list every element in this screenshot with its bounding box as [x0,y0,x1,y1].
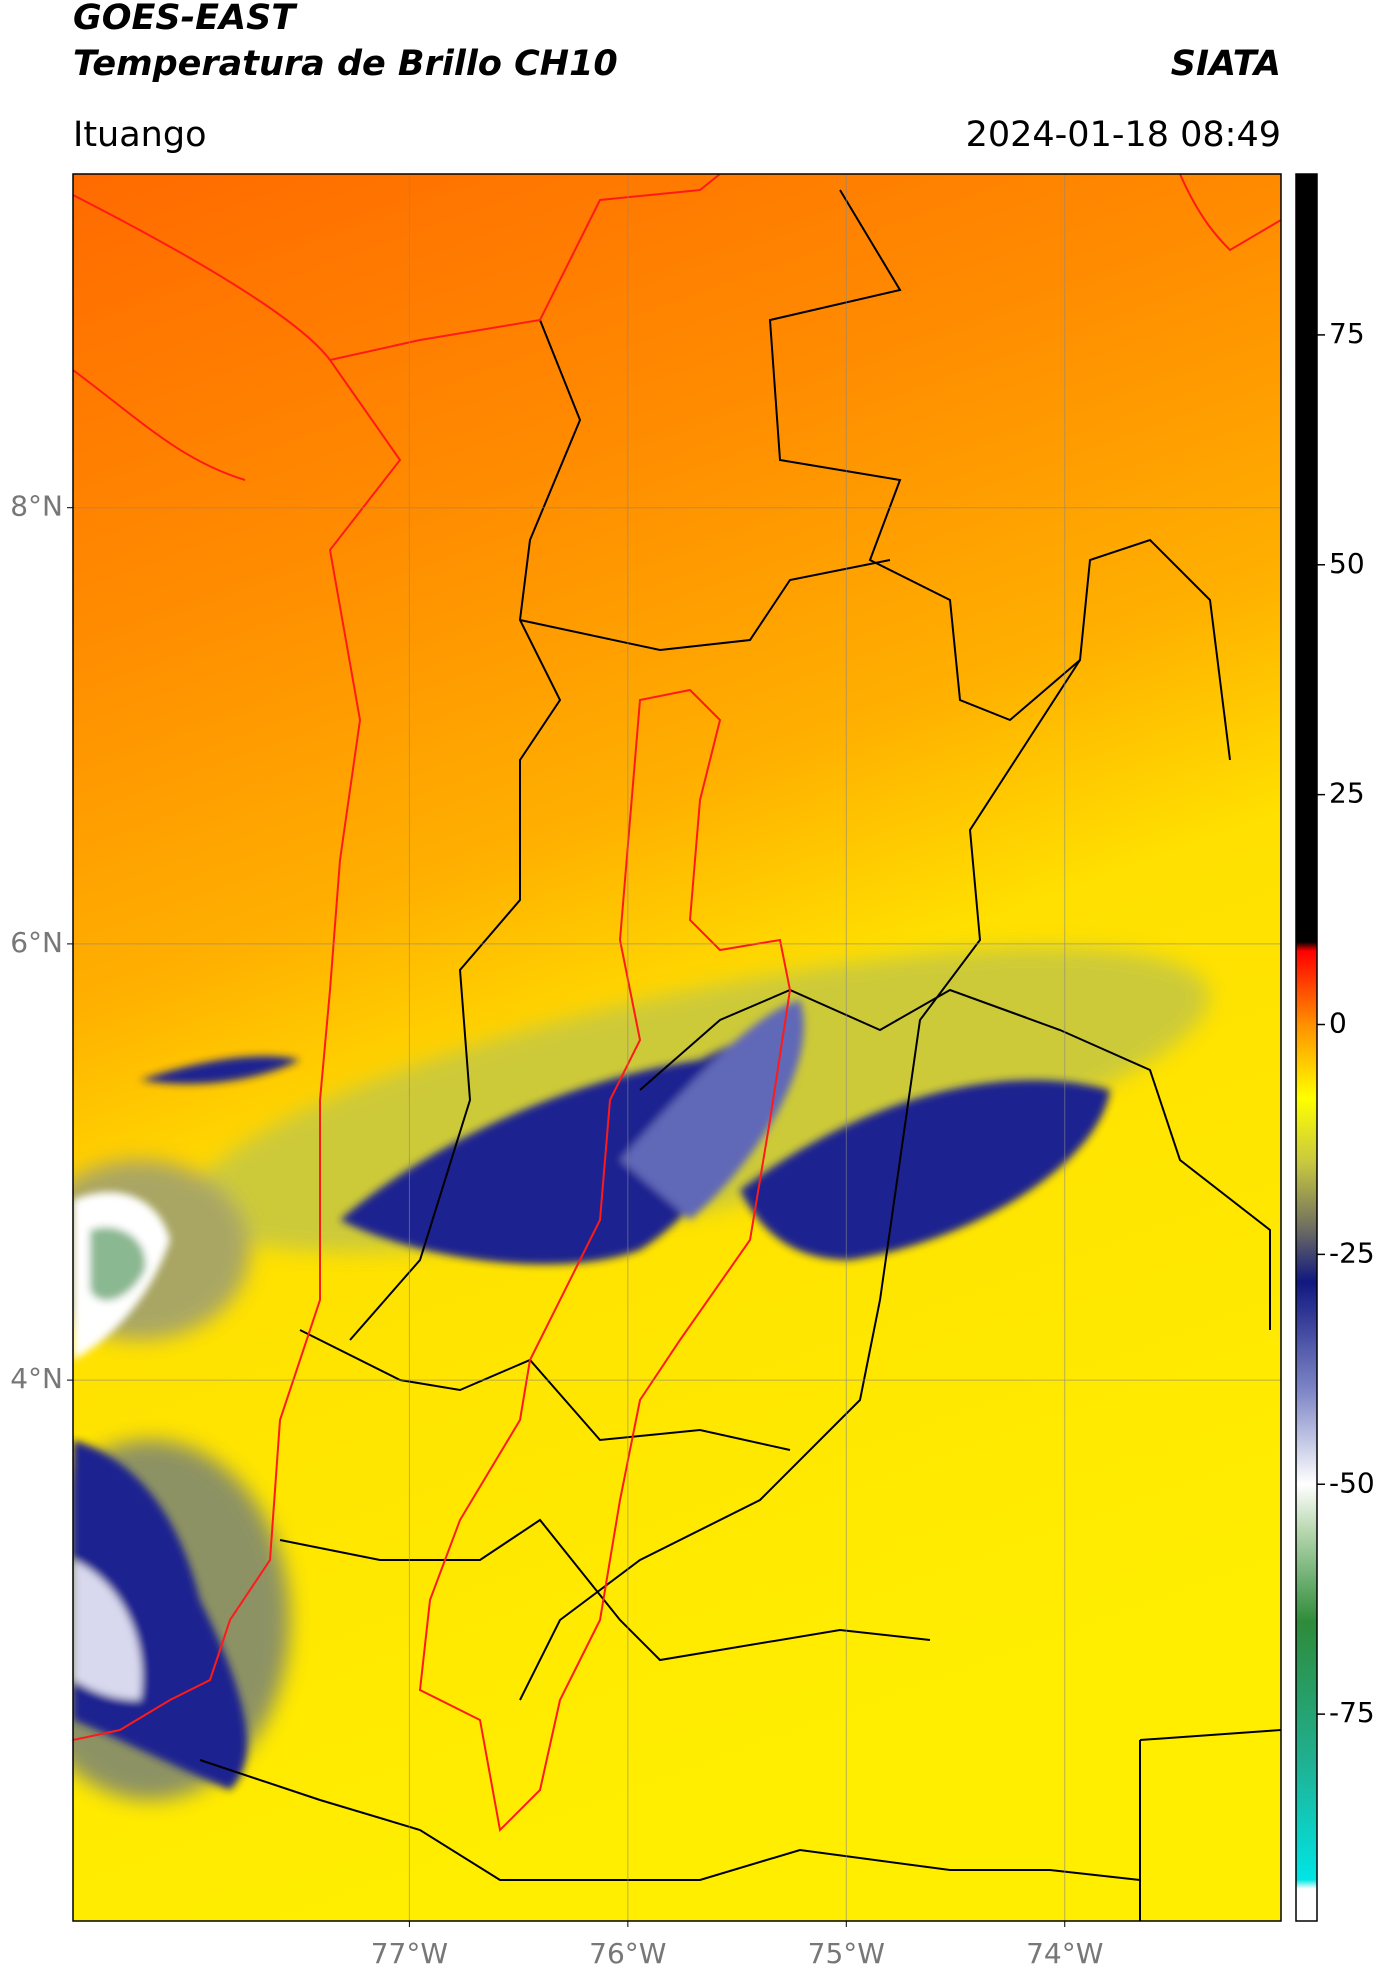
x-tick-label: 77°W [371,1937,448,1970]
x-tick-label: 74°W [1026,1937,1103,1970]
x-tick-label: 76°W [589,1937,666,1970]
title: GOES-EAST [73,0,298,38]
colorbar-tick-label: -25 [1329,1236,1375,1269]
colorbar-tick-label: 25 [1329,777,1365,810]
subtitle: Temperatura de Brillo CH10 [73,44,618,84]
boundaries [73,174,1281,1833]
colorbar-tick-label: 50 [1329,547,1365,580]
colorbar [1295,173,1318,1922]
y-tick-label: 4°N [10,1362,63,1395]
y-tick-label: 6°N [10,926,63,959]
region: Ituango [73,115,207,155]
datetime: 2024-01-18 08:49 [966,115,1281,155]
colorbar-tick-label: 0 [1329,1007,1347,1040]
y-tick-label: 8°N [10,490,63,523]
colorbar-tick-label: 75 [1329,317,1365,350]
colorbar-tick-label: -50 [1329,1466,1375,1499]
colorbar-tick-label: -75 [1329,1696,1375,1729]
x-tick-label: 75°W [808,1937,885,1970]
map-frame [72,173,1282,1922]
satellite-image [73,174,1281,1921]
graticule [73,174,1281,1921]
source: SIATA [1171,44,1281,84]
